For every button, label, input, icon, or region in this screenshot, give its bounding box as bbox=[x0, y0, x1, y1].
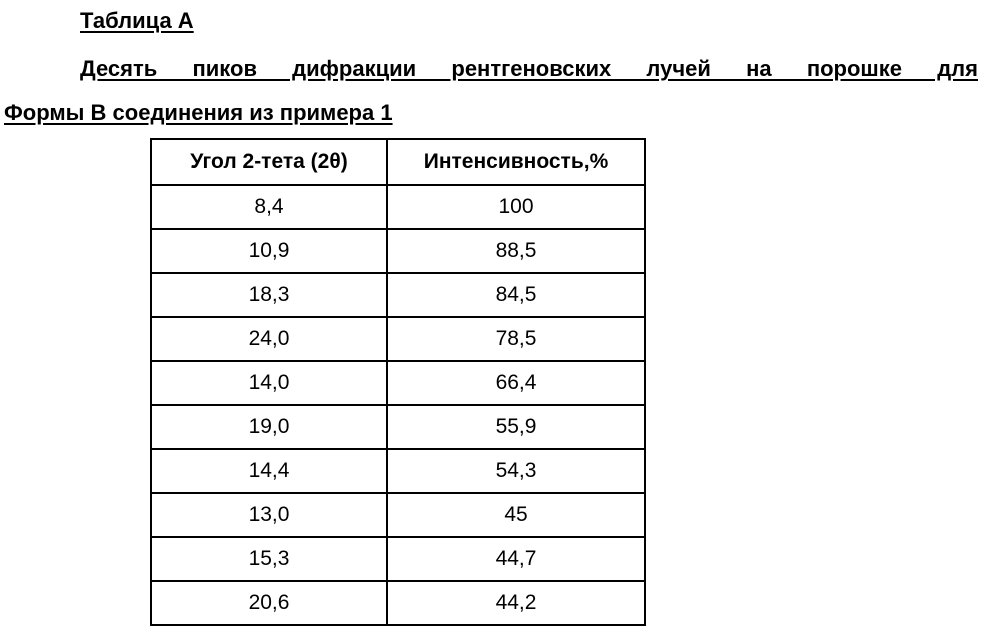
cell-intensity: 45 bbox=[386, 492, 646, 538]
cell-angle: 13,0 bbox=[150, 492, 388, 538]
table-caption-line-2: Формы В соединения из примера 1 bbox=[4, 100, 393, 125]
table-row: 10,9 88,5 bbox=[150, 228, 646, 274]
table-row: 18,3 84,5 bbox=[150, 272, 646, 318]
cell-angle: 18,3 bbox=[150, 272, 388, 318]
table-body: 8,4 100 10,9 88,5 18,3 84,5 24,0 78,5 14… bbox=[150, 184, 646, 626]
cell-intensity: 100 bbox=[386, 184, 646, 230]
cell-angle: 14,4 bbox=[150, 448, 388, 494]
cell-intensity: 54,3 bbox=[386, 448, 646, 494]
cell-angle: 10,9 bbox=[150, 228, 388, 274]
cell-intensity: 44,2 bbox=[386, 580, 646, 626]
table-row: 14,4 54,3 bbox=[150, 448, 646, 494]
table-row: 13,0 45 bbox=[150, 492, 646, 538]
cell-intensity: 88,5 bbox=[386, 228, 646, 274]
table-row: 14,0 66,4 bbox=[150, 360, 646, 406]
cell-intensity: 84,5 bbox=[386, 272, 646, 318]
cell-angle: 24,0 bbox=[150, 316, 388, 362]
xrd-peaks-table: Угол 2-тета (2θ) Интенсивность,% 8,4 100… bbox=[150, 138, 646, 626]
cell-intensity: 66,4 bbox=[386, 360, 646, 406]
cell-intensity: 44,7 bbox=[386, 536, 646, 582]
table-header: Угол 2-тета (2θ) Интенсивность,% bbox=[150, 138, 646, 186]
cell-angle: 19,0 bbox=[150, 404, 388, 450]
cell-angle: 8,4 bbox=[150, 184, 388, 230]
table-caption-line-1: Десять пиков дифракции рентгеновских луч… bbox=[80, 56, 978, 81]
table-row: 24,0 78,5 bbox=[150, 316, 646, 362]
header-angle: Угол 2-тета (2θ) bbox=[150, 138, 388, 186]
table-row: 8,4 100 bbox=[150, 184, 646, 230]
header-row: Угол 2-тета (2θ) Интенсивность,% bbox=[150, 138, 646, 186]
header-intensity: Интенсивность,% bbox=[386, 138, 646, 186]
cell-angle: 14,0 bbox=[150, 360, 388, 406]
cell-angle: 20,6 bbox=[150, 580, 388, 626]
table-row: 15,3 44,7 bbox=[150, 536, 646, 582]
cell-intensity: 55,9 bbox=[386, 404, 646, 450]
table-row: 20,6 44,2 bbox=[150, 580, 646, 626]
table-title: Таблица А bbox=[80, 8, 194, 33]
cell-intensity: 78,5 bbox=[386, 316, 646, 362]
cell-angle: 15,3 bbox=[150, 536, 388, 582]
table-row: 19,0 55,9 bbox=[150, 404, 646, 450]
